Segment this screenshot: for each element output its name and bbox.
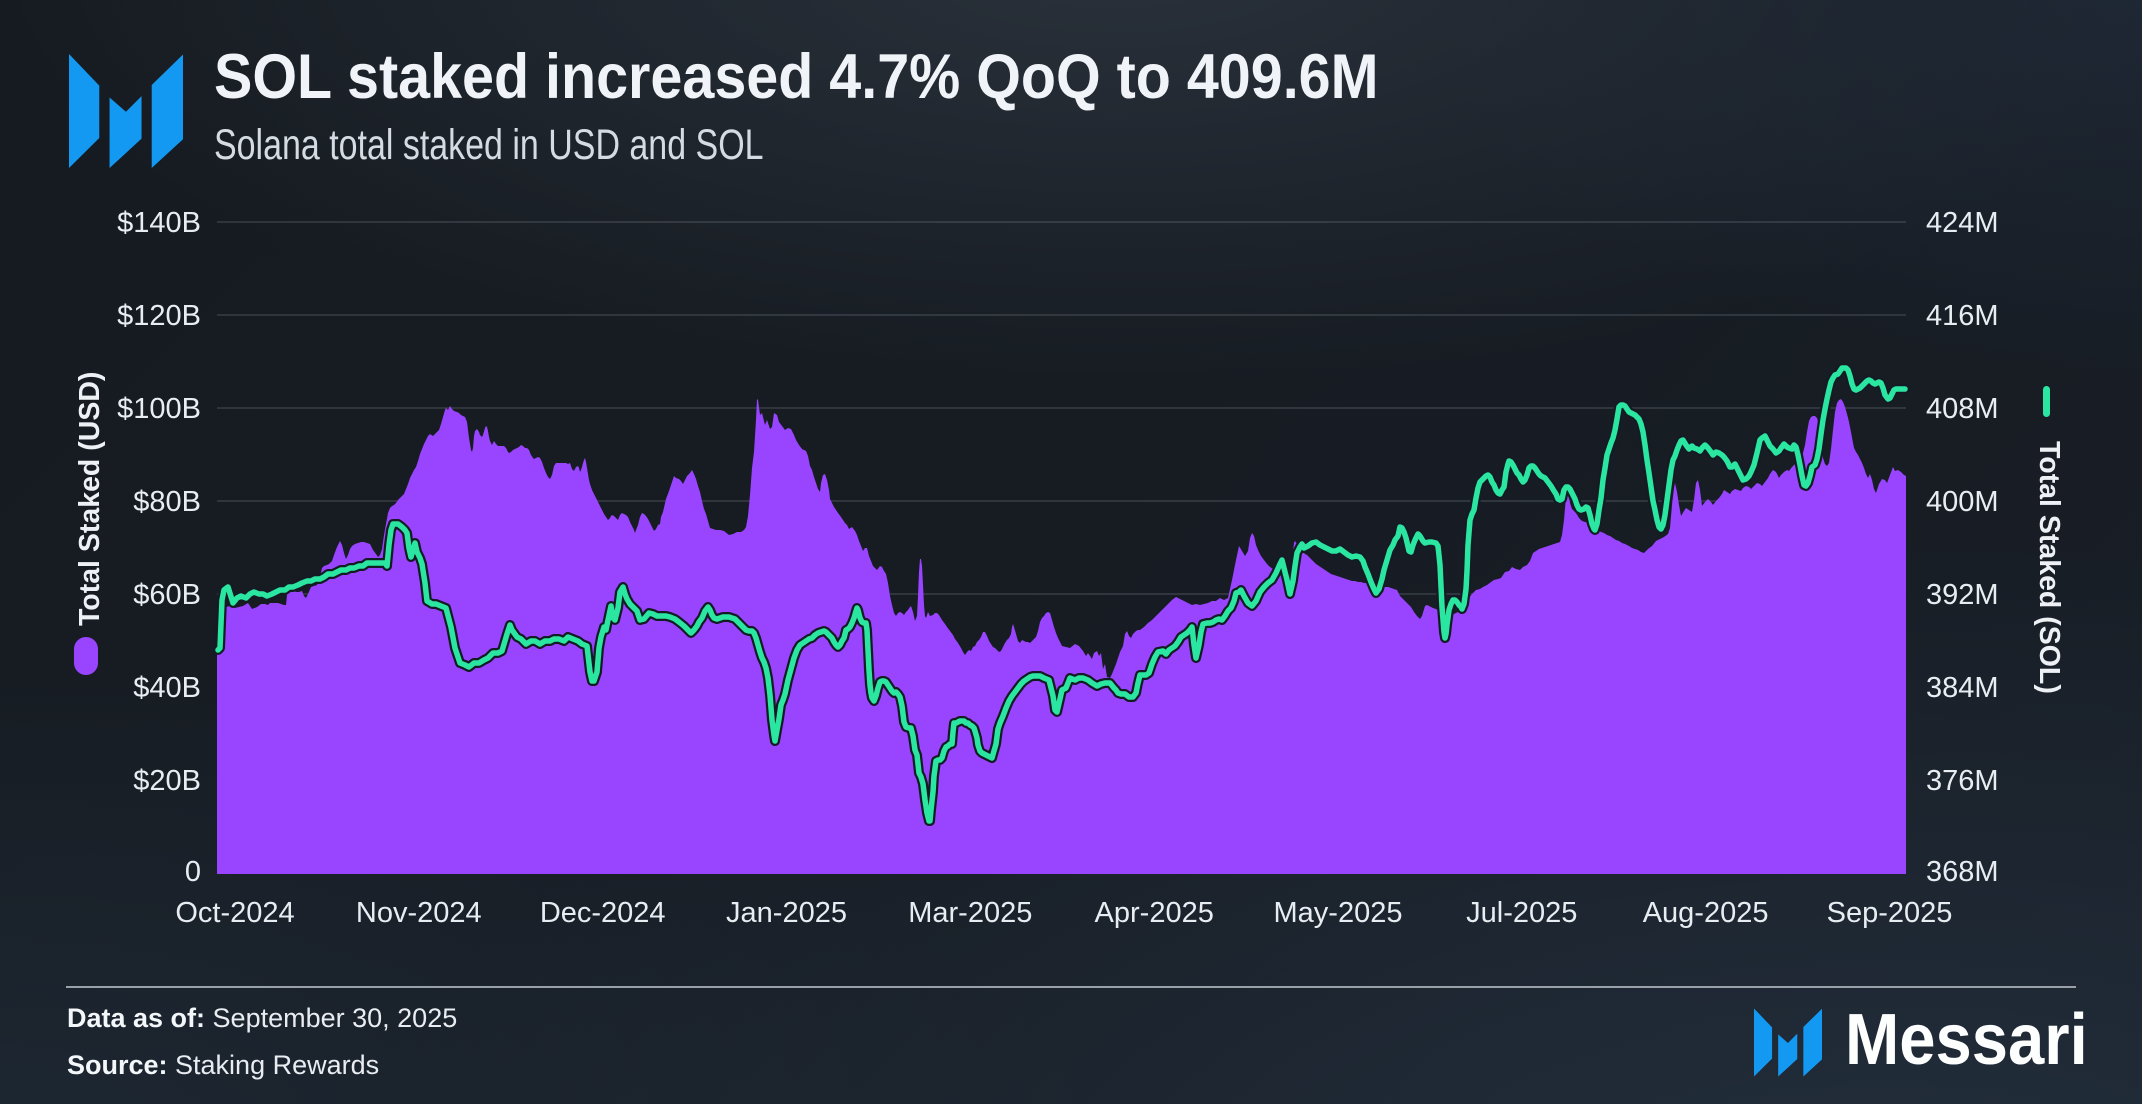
svg-text:$40B: $40B bbox=[133, 672, 201, 704]
svg-text:0: 0 bbox=[185, 856, 201, 888]
svg-text:Mar-2025: Mar-2025 bbox=[908, 897, 1032, 929]
svg-text:Apr-2025: Apr-2025 bbox=[1095, 897, 1214, 929]
svg-text:Aug-2025: Aug-2025 bbox=[1643, 897, 1769, 929]
svg-text:Total Staked (SOL): Total Staked (SOL) bbox=[2033, 441, 2065, 694]
svg-text:$100B: $100B bbox=[117, 393, 201, 425]
svg-text:400M: 400M bbox=[1926, 486, 1999, 518]
svg-text:384M: 384M bbox=[1926, 672, 1999, 704]
svg-text:Jan-2025: Jan-2025 bbox=[726, 897, 847, 929]
svg-text:Dec-2024: Dec-2024 bbox=[540, 897, 666, 929]
svg-text:408M: 408M bbox=[1926, 393, 1999, 425]
svg-text:Oct-2024: Oct-2024 bbox=[175, 897, 294, 929]
svg-text:Jul-2025: Jul-2025 bbox=[1466, 897, 1577, 929]
svg-text:424M: 424M bbox=[1926, 207, 1999, 239]
svg-text:Total Staked (USD): Total Staked (USD) bbox=[74, 372, 106, 626]
svg-text:$120B: $120B bbox=[117, 300, 201, 332]
svg-text:Nov-2024: Nov-2024 bbox=[356, 897, 482, 929]
svg-text:$140B: $140B bbox=[117, 207, 201, 239]
svg-text:$80B: $80B bbox=[133, 486, 201, 518]
svg-text:392M: 392M bbox=[1926, 579, 1999, 611]
svg-text:$60B: $60B bbox=[133, 579, 201, 611]
svg-text:May-2025: May-2025 bbox=[1274, 897, 1403, 929]
svg-text:Sep-2025: Sep-2025 bbox=[1827, 897, 1953, 929]
svg-text:376M: 376M bbox=[1926, 765, 1999, 797]
svg-text:416M: 416M bbox=[1926, 300, 1999, 332]
svg-text:$20B: $20B bbox=[133, 765, 201, 797]
svg-text:368M: 368M bbox=[1926, 856, 1999, 888]
